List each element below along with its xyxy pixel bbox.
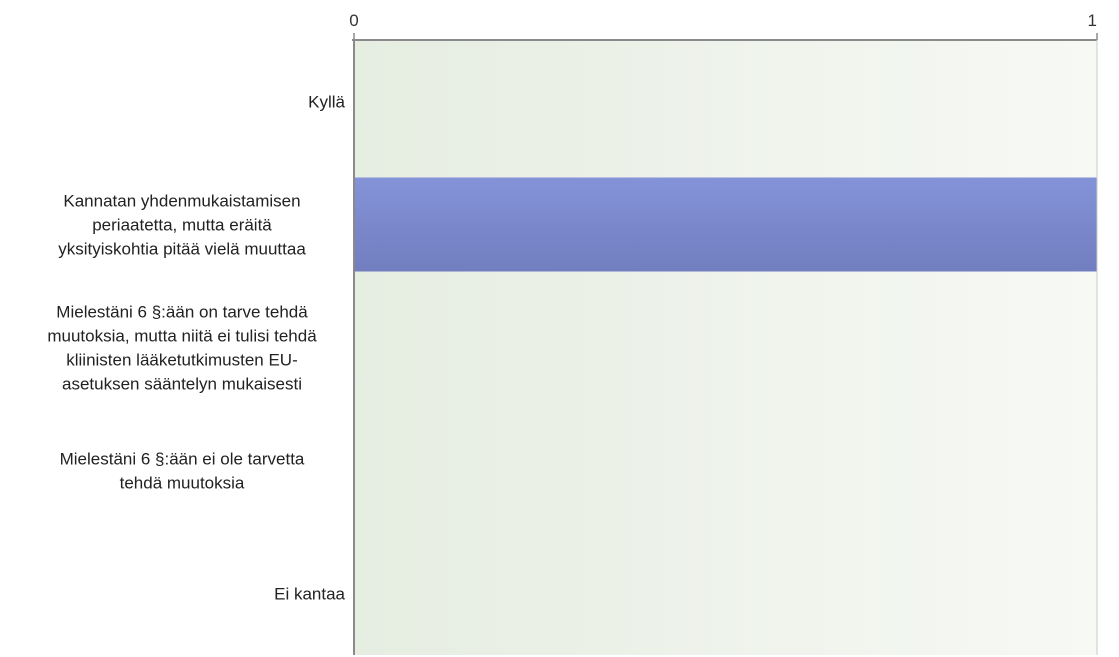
category-label-4: Ei kantaa xyxy=(274,585,345,604)
category-label-1: Kannatan yhdenmukaistamisen periaatetta, … xyxy=(58,192,306,259)
category-label-2: Mielestäni 6 §:ään on tarve tehdä muutoks… xyxy=(47,303,317,394)
x-tick-label-1: 1 xyxy=(1088,11,1097,30)
bar-1 xyxy=(355,177,1097,272)
category-labels: Kyllä Kannatan yhdenmukaistamisen periaate… xyxy=(47,93,345,604)
bars-layer xyxy=(355,177,1097,272)
x-tick-label-0: 0 xyxy=(349,11,358,30)
category-label-3: Mielestäni 6 §:ään ei ole tarvetta tehdä … xyxy=(60,450,305,493)
category-label-0: Kyllä xyxy=(308,93,345,112)
plot-background xyxy=(355,40,1097,655)
